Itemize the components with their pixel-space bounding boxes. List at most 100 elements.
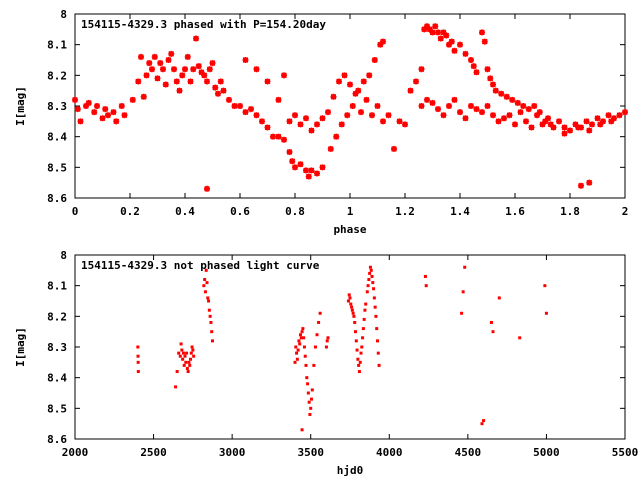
phased-data-point: [157, 60, 164, 67]
phased-data-point: [333, 133, 340, 140]
phased-data-point: [105, 112, 111, 119]
raw-data-point: [175, 370, 179, 374]
phased-data-point: [286, 149, 293, 155]
phased-data-point: [242, 109, 249, 116]
phased-data-point: [270, 133, 276, 140]
raw-data-point: [362, 317, 366, 321]
raw-data-point: [423, 274, 427, 278]
phased-data-point: [347, 81, 353, 88]
phased-data-point: [424, 96, 430, 103]
raw-data-point: [356, 357, 360, 361]
phased-data-point: [429, 99, 436, 106]
phased-data-point: [171, 66, 177, 73]
raw-data-point: [304, 363, 308, 367]
phased-data-point: [135, 78, 142, 85]
phased-data-point: [118, 103, 125, 109]
raw-data-point: [309, 406, 313, 410]
phased-data-point: [506, 112, 513, 119]
raw-data-point: [293, 360, 297, 364]
raw-data-point: [136, 370, 140, 374]
phased-data-point: [514, 99, 521, 106]
raw-data-point: [178, 354, 182, 358]
raw-x-tick-label: 2000: [62, 446, 89, 459]
raw-data-point: [181, 351, 185, 355]
phased-data-point: [292, 164, 298, 171]
phased-chart: 154115-4329.3 phased with P=154.20day ph…: [14, 8, 628, 236]
phased-data-point: [407, 87, 414, 94]
raw-data-point: [347, 293, 351, 297]
raw-data-point: [296, 348, 300, 352]
phased-y-tick-label: 8.1: [47, 39, 67, 52]
raw-y-tick-label: 8: [60, 249, 67, 262]
raw-data-point: [204, 268, 208, 272]
phased-data-point: [209, 60, 216, 67]
raw-data-point: [295, 357, 299, 361]
phased-data-point: [448, 38, 455, 45]
raw-x-axis-label: hjd0: [337, 464, 364, 477]
phased-data-point: [281, 136, 287, 143]
phased-data-point: [253, 66, 260, 73]
phased-data-point: [426, 26, 433, 33]
phased-data-point: [83, 103, 89, 109]
raw-data-point: [366, 284, 370, 288]
phased-data-point: [292, 112, 298, 119]
phased-data-point: [534, 112, 540, 119]
phased-data-point: [259, 118, 265, 125]
phased-data-point: [314, 121, 320, 128]
phased-data-point: [547, 121, 554, 128]
phased-x-tick-label: 0.4: [175, 205, 195, 218]
phased-data-point: [371, 57, 378, 63]
phased-data-point: [594, 115, 601, 122]
phased-data-point: [509, 96, 516, 103]
raw-data-point: [308, 412, 312, 416]
raw-data-point: [203, 290, 207, 294]
phased-data-point: [74, 106, 81, 113]
raw-data-point: [185, 366, 189, 370]
phased-data-point: [160, 66, 166, 73]
raw-data-point: [207, 299, 211, 303]
phased-data-point: [451, 96, 458, 103]
raw-data-point: [463, 265, 467, 269]
phased-data-point: [179, 72, 186, 79]
raw-x-tick-label: 5000: [533, 446, 560, 459]
raw-data-point: [306, 382, 310, 386]
raw-data-point: [491, 330, 495, 334]
phased-data-point: [360, 78, 367, 85]
phased-data-point: [77, 118, 84, 125]
phased-data-point: [512, 121, 518, 128]
phased-data-point: [143, 72, 150, 79]
raw-data-point: [351, 311, 355, 315]
raw-data-point: [299, 333, 302, 337]
phased-data-point: [429, 29, 436, 36]
phased-data-point: [355, 87, 362, 94]
phased-data-point: [446, 41, 452, 48]
phased-data-points: [72, 23, 628, 192]
phased-data-point: [611, 115, 617, 122]
phased-y-axis-label: I[mag]: [14, 86, 27, 126]
phased-data-point: [616, 112, 623, 119]
phased-data-point: [539, 121, 546, 128]
raw-data-point: [424, 284, 428, 288]
raw-data-point: [375, 327, 379, 331]
raw-axis-ticks: 2000 2500 3000 3500 4000 4500 5000 5500 8 8.1 8.2 8…: [47, 249, 638, 459]
phased-data-point: [363, 96, 370, 103]
raw-data-point: [192, 354, 196, 358]
phased-data-point: [303, 167, 309, 174]
phased-x-tick-label: 1.2: [395, 205, 415, 218]
raw-x-tick-label: 2500: [140, 446, 167, 459]
phased-data-point: [503, 93, 510, 100]
raw-data-point: [352, 314, 356, 318]
phased-x-tick-label: 1.6: [505, 205, 525, 218]
raw-data-point: [136, 360, 140, 364]
phased-data-point: [435, 29, 441, 36]
phased-data-point: [556, 118, 562, 125]
phased-data-point: [149, 66, 155, 73]
phased-data-point: [457, 41, 463, 48]
phased-data-point: [520, 103, 527, 109]
raw-data-point: [313, 345, 317, 349]
phased-data-point: [528, 124, 535, 131]
raw-data-point: [361, 327, 365, 331]
raw-data-point: [298, 342, 302, 346]
phased-data-point: [589, 121, 595, 128]
phased-data-point: [492, 87, 499, 94]
